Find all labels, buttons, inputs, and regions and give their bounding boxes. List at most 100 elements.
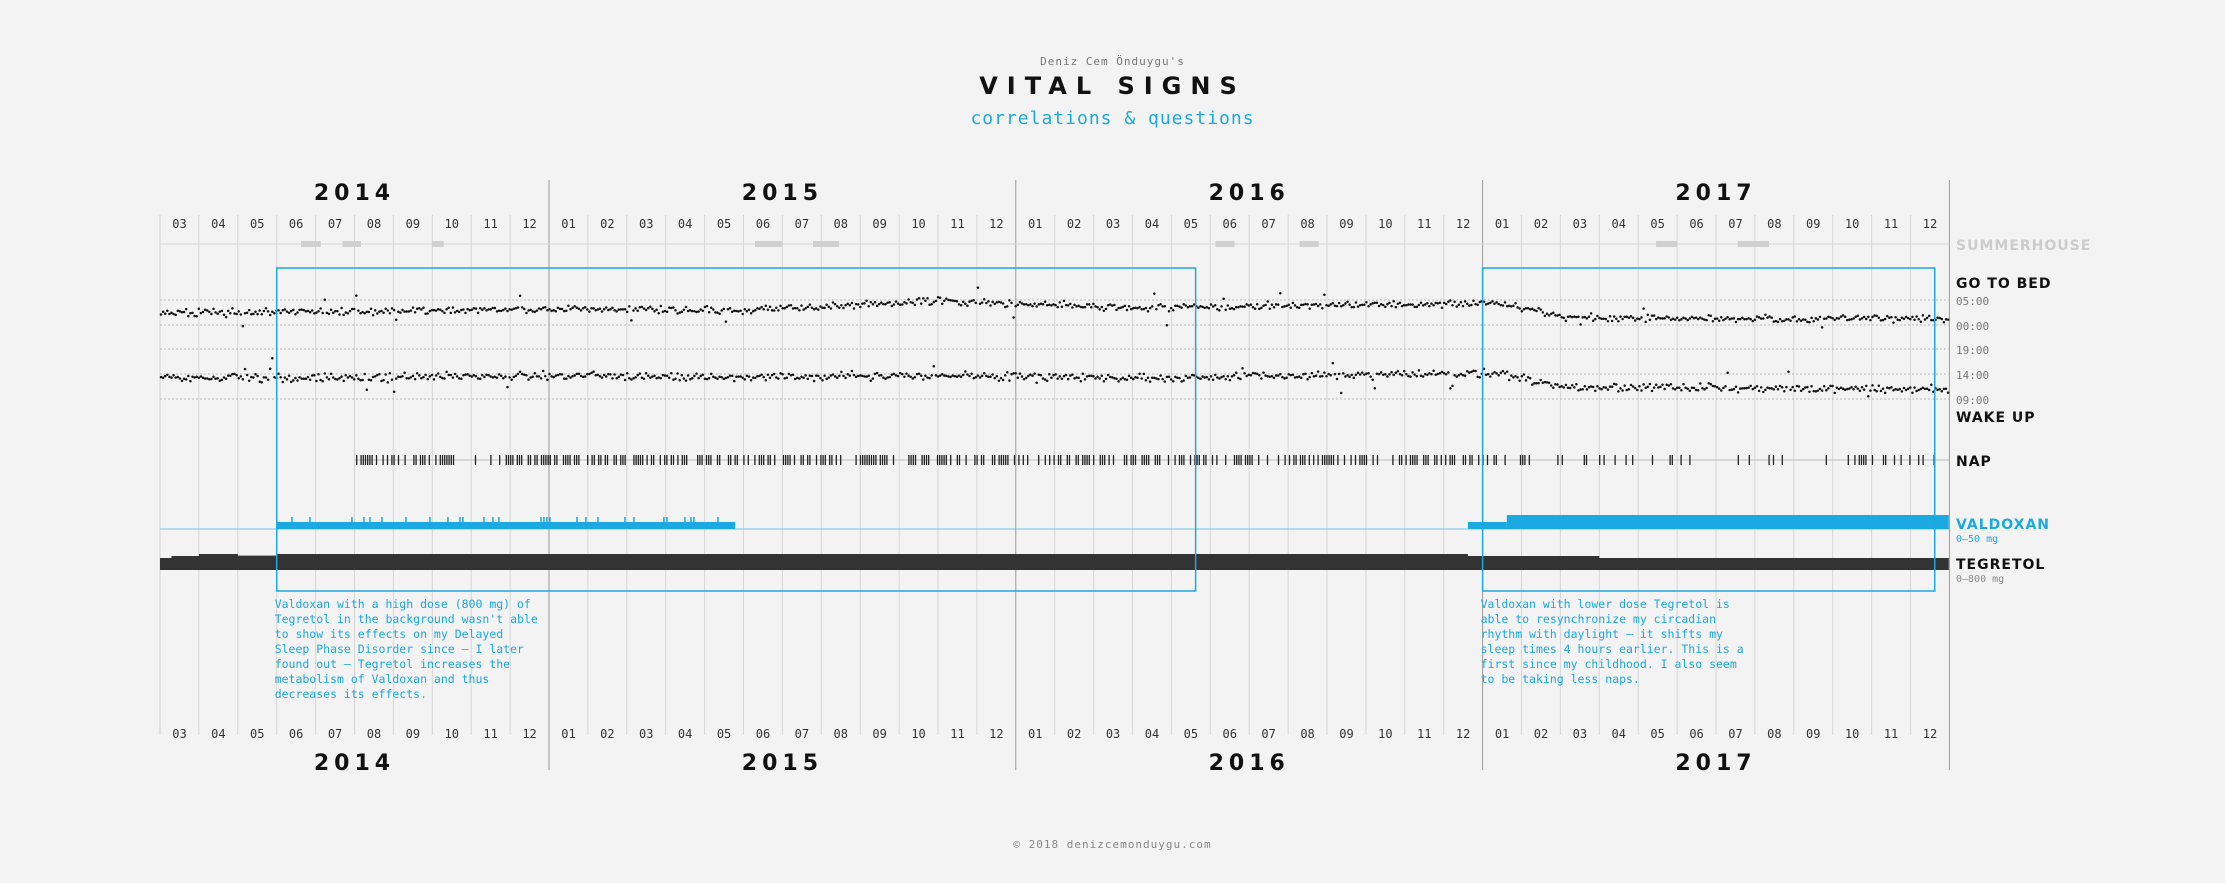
bedtime-point: [1650, 314, 1654, 317]
wakeup-point: [1657, 386, 1660, 389]
bedtime-point: [1323, 293, 1326, 296]
wakeup-point: [835, 376, 839, 380]
bedtime-point: [1596, 314, 1599, 318]
wakeup-point: [1520, 375, 1524, 378]
bedtime-point: [854, 302, 858, 306]
bedtime-point: [1600, 317, 1603, 321]
wakeup-point: [1678, 386, 1681, 390]
bedtime-point: [1321, 307, 1324, 310]
bedtime-point: [1161, 305, 1164, 308]
bedtime-point: [1216, 308, 1219, 311]
wakeup-point: [527, 378, 530, 381]
wakeup-point: [462, 373, 465, 377]
wakeup-point: [615, 377, 618, 380]
bedtime-point: [1755, 315, 1759, 318]
wakeup-point: [1434, 373, 1437, 377]
wakeup-point: [405, 377, 408, 380]
wakeup-point: [831, 373, 835, 376]
bedtime-point: [691, 309, 694, 313]
bedtime-point: [1867, 315, 1870, 319]
bedtime-point: [1253, 307, 1257, 310]
wakeup-point: [1510, 374, 1513, 377]
bedtime-point: [770, 309, 774, 312]
summerhouse-period: [1737, 241, 1769, 247]
bedtime-point: [1363, 303, 1366, 307]
wakeup-point: [371, 375, 375, 379]
bedtime-point: [1066, 304, 1070, 307]
wakeup-point: [407, 377, 411, 380]
wakeup-point: [331, 376, 335, 379]
bedtime-point: [1621, 317, 1624, 321]
bedtime-point: [934, 299, 938, 303]
wakeup-point: [1455, 375, 1458, 378]
bedtime-point: [615, 310, 618, 313]
wakeup-point: [399, 375, 402, 379]
bedtime-point: [764, 304, 768, 307]
bedtime-point: [943, 299, 946, 302]
wakeup-point: [285, 378, 289, 381]
valdoxan-spike: [483, 517, 485, 523]
month-label-bottom: 06: [756, 727, 770, 741]
wakeup-point: [1854, 385, 1857, 388]
bedtime-point: [940, 302, 944, 305]
wakeup-point: [1533, 381, 1536, 385]
bedtime-point: [235, 312, 238, 316]
wakeup-point: [783, 377, 786, 380]
bedtime-point: [1636, 317, 1639, 320]
bedtime-point: [508, 308, 511, 311]
month-label-bottom: 10: [911, 727, 925, 741]
wakeup-point: [1946, 391, 1950, 394]
wakeup-point: [1879, 389, 1883, 393]
month-label-bottom: 08: [1300, 727, 1314, 741]
wakeup-point: [1024, 376, 1028, 380]
wakeup-point: [567, 374, 570, 378]
bedtime-point: [1669, 318, 1673, 321]
bedtime-point: [205, 309, 209, 312]
bedtime-point: [1476, 303, 1479, 306]
wakeup-point: [1562, 386, 1566, 389]
bedtime-point: [220, 309, 224, 313]
wakeup-point: [758, 374, 761, 378]
bedtime-point: [999, 301, 1003, 304]
summerhouse-period: [432, 241, 444, 247]
bedtime-point: [1024, 302, 1028, 306]
bedtime-point: [569, 307, 572, 311]
bedtime-point: [1589, 312, 1593, 315]
wakeup-point: [1612, 382, 1616, 386]
wakeup-point: [880, 373, 883, 377]
wakeup-point: [1776, 387, 1780, 391]
bedtime-point: [1535, 309, 1538, 313]
bedtime-point: [579, 309, 583, 312]
bedtime-point: [779, 304, 782, 308]
bedtime-point: [1117, 306, 1120, 310]
bedtime-point: [905, 302, 908, 305]
bedtime-point: [894, 300, 898, 303]
bedtime-point: [256, 312, 259, 316]
wakeup-point: [995, 374, 999, 378]
wakeup-point: [340, 375, 343, 378]
bedtime-point: [367, 310, 371, 314]
bedtime-point: [1579, 323, 1582, 326]
bedtime-point: [1780, 320, 1784, 323]
wakeup-point: [800, 375, 803, 378]
wakeup-point: [420, 376, 423, 380]
wakeup-point: [1188, 376, 1192, 379]
wakeup-point: [231, 372, 234, 376]
bedtime-point: [800, 304, 803, 307]
valdoxan-spike: [576, 517, 578, 523]
bedtime-point: [667, 306, 671, 309]
wakeup-point: [827, 376, 831, 379]
wakeup-point: [1436, 372, 1440, 376]
bedtime-point: [1153, 292, 1156, 295]
bedtime-point: [1159, 302, 1162, 306]
wakeup-point: [1927, 388, 1931, 392]
month-label-bottom: 09: [1339, 727, 1353, 741]
wakeup-point: [852, 373, 856, 377]
bedtime-point: [1885, 314, 1889, 318]
wakeup-point: [1186, 376, 1190, 380]
wakeup-point: [1940, 389, 1944, 393]
bedtime-point: [1709, 314, 1713, 318]
wakeup-point: [1037, 373, 1041, 377]
bedtime-point: [1102, 309, 1106, 313]
wakeup-point: [1344, 375, 1347, 378]
